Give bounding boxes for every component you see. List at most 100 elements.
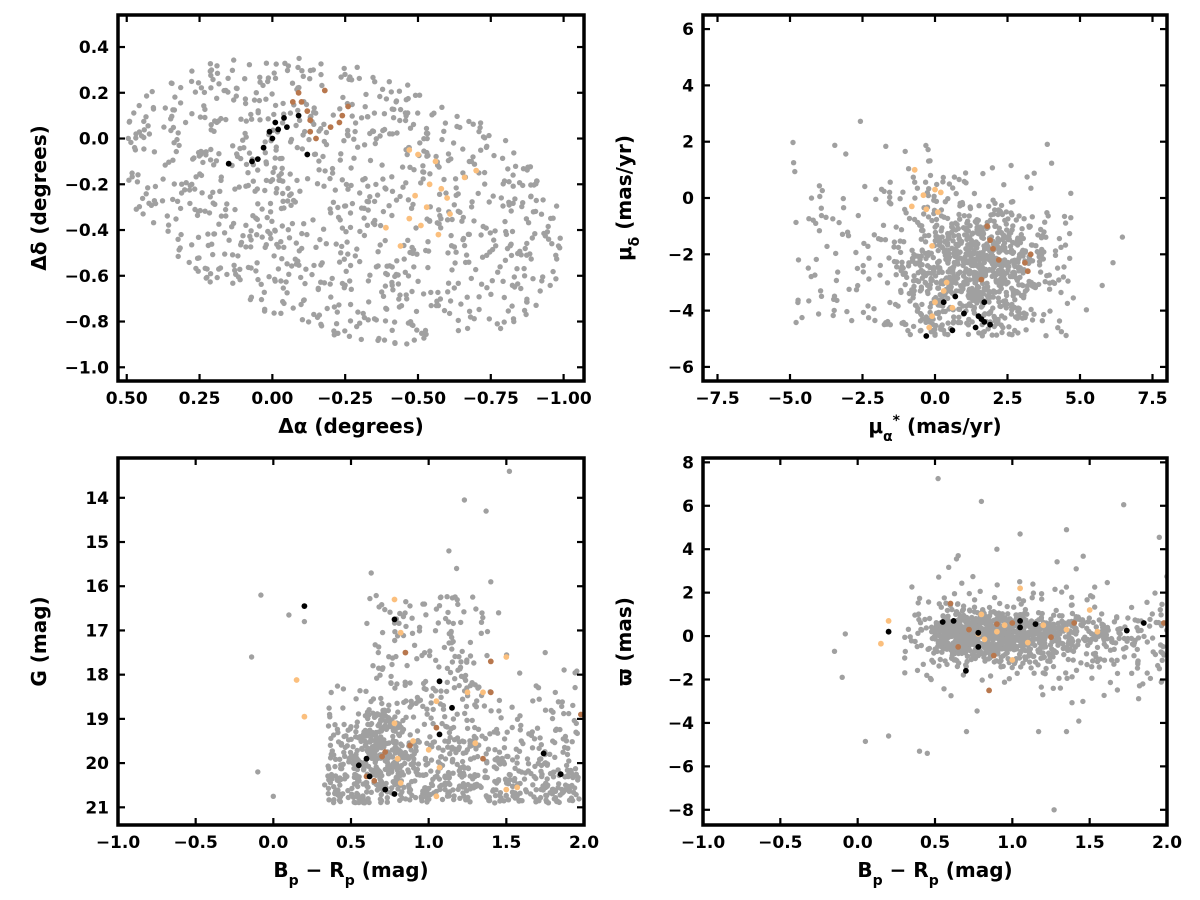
field-point <box>544 761 551 767</box>
field-point <box>1038 226 1044 233</box>
field-point <box>1006 626 1012 632</box>
field-point <box>918 236 924 242</box>
field-point <box>337 106 343 112</box>
field-point <box>1159 601 1165 607</box>
field-point <box>986 310 992 316</box>
field-point <box>1052 248 1059 254</box>
field-point <box>981 259 987 266</box>
field-point <box>538 762 545 769</box>
field-point <box>947 633 953 639</box>
field-point <box>940 174 946 181</box>
field-point <box>421 136 427 142</box>
field-point <box>996 225 1002 231</box>
field-point <box>939 245 946 251</box>
field-point <box>330 199 337 205</box>
field-point <box>977 266 984 273</box>
field-point <box>245 264 252 271</box>
field-point <box>174 198 181 204</box>
field-point <box>1147 675 1154 682</box>
field-point <box>1014 277 1021 283</box>
field-point <box>1050 648 1057 654</box>
field-point <box>935 310 941 317</box>
field-point <box>933 279 940 286</box>
field-point <box>996 289 1002 295</box>
field-point <box>977 588 983 594</box>
field-point <box>1005 638 1012 644</box>
field-point <box>967 277 973 283</box>
field-point <box>533 775 539 782</box>
field-point <box>448 640 455 646</box>
field-point <box>840 205 847 211</box>
field-point <box>402 269 408 275</box>
field-point <box>361 729 367 735</box>
field-point <box>955 232 962 239</box>
field-point <box>389 212 395 219</box>
field-point <box>949 245 955 251</box>
field-point <box>273 61 279 67</box>
field-point <box>1031 170 1037 176</box>
brown-point <box>955 644 962 650</box>
field-point <box>345 133 351 139</box>
field-point <box>886 199 892 205</box>
field-point <box>459 758 466 765</box>
field-point <box>959 633 965 639</box>
field-point <box>175 130 181 136</box>
field-point <box>285 227 291 233</box>
y-tick-label: −4 <box>668 302 694 322</box>
x-tick-label: 2.0 <box>569 833 599 853</box>
field-point <box>162 105 168 111</box>
field-point <box>955 255 961 262</box>
field-point <box>1107 679 1114 686</box>
field-point <box>333 241 339 247</box>
field-point <box>353 751 359 757</box>
black-point <box>1140 620 1147 626</box>
field-point <box>860 309 867 316</box>
field-point <box>493 243 499 249</box>
field-point <box>287 110 294 116</box>
field-point <box>320 153 326 160</box>
x-tick-label: 0.25 <box>179 389 221 409</box>
field-point <box>428 302 434 309</box>
field-point <box>347 262 354 269</box>
field-point <box>914 667 921 674</box>
field-point <box>429 782 436 789</box>
field-point <box>368 570 374 576</box>
field-point <box>189 68 195 74</box>
black-point <box>975 644 982 650</box>
field-point <box>969 319 975 325</box>
field-point <box>1018 648 1024 654</box>
field-point <box>359 745 365 752</box>
field-point <box>576 796 582 802</box>
orange-point <box>923 206 930 213</box>
field-point <box>566 797 573 803</box>
field-point <box>463 797 469 803</box>
field-point <box>927 304 933 310</box>
field-point <box>384 799 390 805</box>
x-tick-label: 1.5 <box>1075 833 1105 853</box>
field-point <box>959 201 966 208</box>
field-point <box>1017 579 1023 585</box>
field-point <box>514 266 520 272</box>
field-point <box>1016 596 1022 602</box>
field-point <box>553 203 560 209</box>
field-point <box>412 92 419 99</box>
field-point <box>198 85 205 91</box>
field-point <box>521 265 527 272</box>
field-point <box>460 146 466 152</box>
field-point <box>915 630 921 636</box>
field-point <box>296 117 303 124</box>
field-point <box>342 753 348 759</box>
field-point <box>1040 670 1046 676</box>
black-point <box>1123 627 1130 634</box>
field-point <box>543 784 549 791</box>
orange-group <box>293 596 521 800</box>
field-point <box>432 774 438 780</box>
field-point <box>994 646 1000 653</box>
field-point <box>327 755 334 761</box>
field-point <box>452 653 458 660</box>
field-point <box>560 736 566 742</box>
field-point <box>559 699 565 705</box>
field-point <box>835 269 841 275</box>
field-point <box>945 295 951 302</box>
field-point <box>991 617 997 623</box>
